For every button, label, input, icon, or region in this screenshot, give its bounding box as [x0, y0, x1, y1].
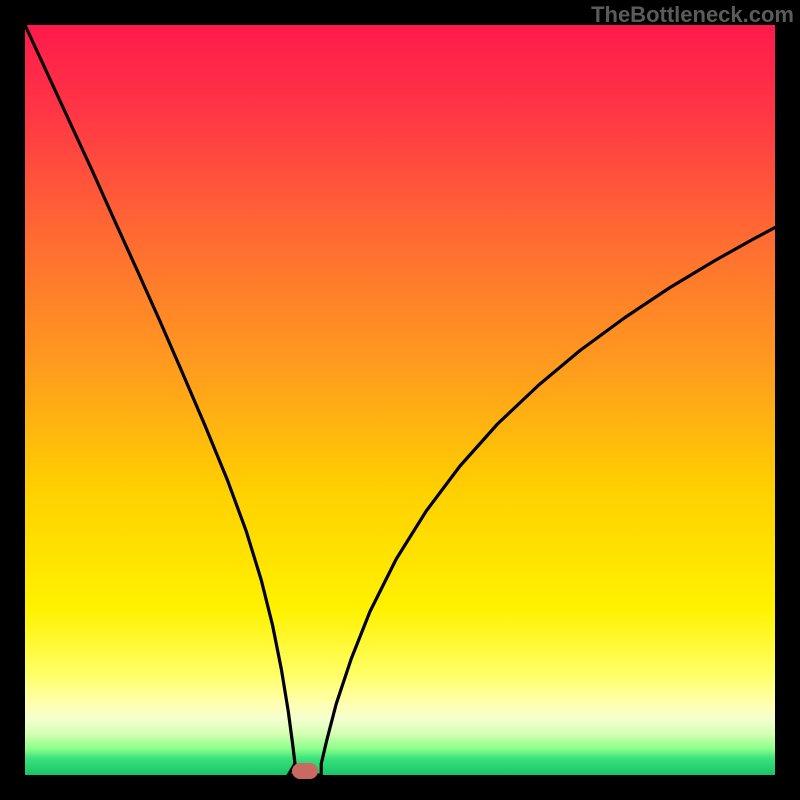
- notch-marker: [292, 763, 318, 779]
- watermark-text: TheBottleneck.com: [591, 2, 794, 28]
- chart-frame: TheBottleneck.com: [0, 0, 800, 800]
- bottleneck-curve: [0, 0, 800, 800]
